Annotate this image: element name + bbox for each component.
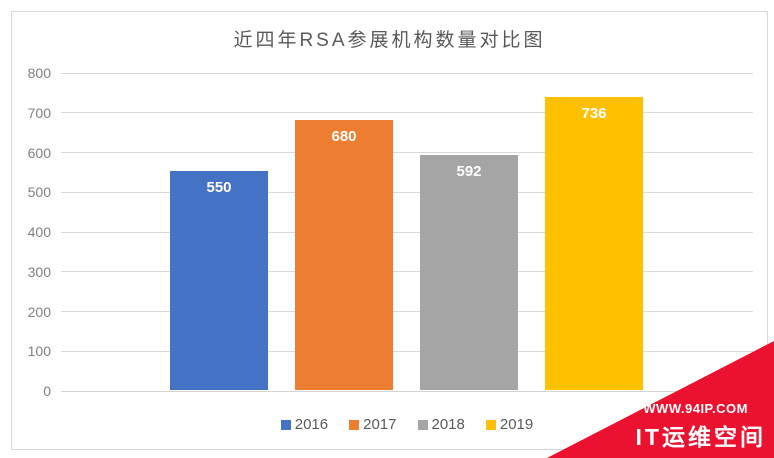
chart-frame: 近四年RSA参展机构数量对比图 0 100 200 300 400 500 600 700 80… [11, 11, 768, 450]
bar-2016: 550 [170, 171, 268, 390]
legend-swatch-icon [485, 420, 496, 430]
y-axis-tick-label: 600 [27, 144, 51, 161]
y-axis-tick-label: 0 [43, 383, 51, 399]
y-axis-tick-label: 100 [27, 343, 51, 360]
bar-2017: 680 [295, 120, 393, 390]
legend-item-2019: 2019 [485, 416, 534, 433]
y-axis-tick-label: 700 [27, 104, 51, 121]
legend-item-2018: 2018 [417, 416, 465, 433]
watermark-url: WWW.94IP.COM [643, 401, 748, 416]
legend-item-2017: 2017 [349, 416, 397, 433]
bar-value-label: 550 [206, 179, 232, 196]
legend-label: 2016 [294, 416, 329, 433]
gridline [61, 271, 753, 273]
bar-value-label: 592 [456, 163, 482, 180]
gridline [61, 231, 753, 233]
plot-area: 0 100 200 300 400 500 600 700 800 550 680 592 736 [28, 65, 753, 399]
gridline [61, 311, 753, 312]
legend-item-2016: 2016 [280, 416, 329, 433]
gridline [61, 350, 753, 352]
bar-value-label: 680 [331, 128, 357, 145]
x-axis-line [61, 390, 753, 392]
gridline [61, 152, 753, 153]
gridline [61, 112, 753, 114]
y-axis-tick-label: 300 [27, 263, 51, 280]
watermark-title: IT运维空间 [635, 424, 766, 450]
chart-title: 近四年RSA参展机构数量对比图 [233, 30, 546, 51]
legend-swatch-icon [417, 420, 428, 430]
y-axis-tick-label: 200 [27, 303, 51, 320]
y-axis-tick-label: 800 [27, 65, 51, 81]
legend-label: 2018 [431, 416, 465, 433]
legend-label: 2017 [363, 416, 397, 433]
gridline [61, 191, 753, 193]
gridline [61, 72, 753, 74]
legend-swatch-icon [280, 420, 291, 430]
y-axis-tick-label: 500 [27, 184, 51, 201]
legend: 2016 2017 2018 2019 [61, 415, 753, 435]
bar-2019: 736 [545, 97, 643, 390]
bar-2018: 592 [420, 155, 518, 390]
y-axis-tick-label: 400 [27, 224, 51, 240]
legend-swatch-icon [349, 420, 360, 430]
legend-label: 2019 [499, 416, 534, 433]
bar-value-label: 736 [581, 105, 607, 122]
